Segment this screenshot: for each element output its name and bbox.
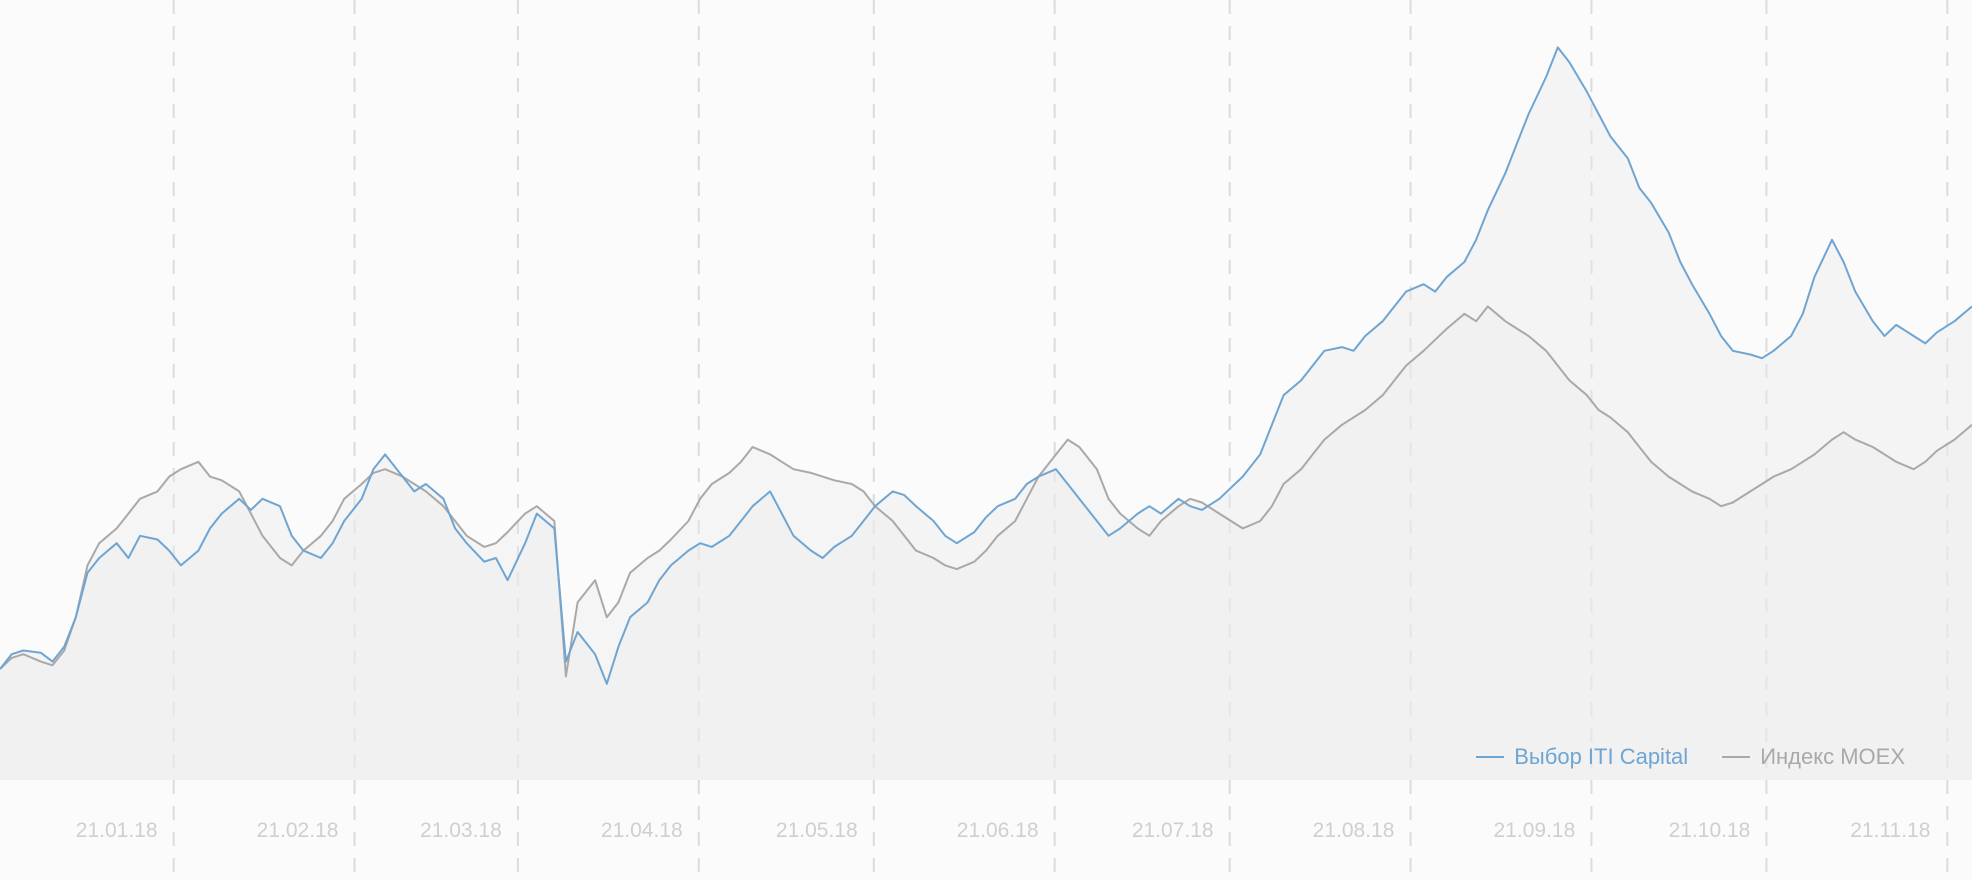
x-tick-label: 21.08.18 — [1313, 819, 1395, 842]
x-tick-label: 21.02.18 — [257, 819, 339, 842]
series-lines — [0, 46, 1972, 685]
x-tick-label: 21.05.18 — [776, 819, 858, 842]
x-tick-label: 21.06.18 — [957, 819, 1039, 842]
legend-label-iti: Выбор ITI Capital — [1514, 744, 1689, 769]
x-tick-label: 21.01.18 — [76, 819, 158, 842]
x-tick-label: 21.09.18 — [1494, 819, 1576, 842]
grid-lines — [172, 0, 1949, 880]
series-line-moex — [0, 305, 1972, 678]
x-tick-label: 21.10.18 — [1669, 819, 1751, 842]
series-line-iti — [0, 46, 1972, 685]
series-area — [0, 306, 1972, 780]
x-tick-label: 21.11.18 — [1850, 819, 1930, 842]
x-axis-ticks: 21.01.18 21.02.18 21.03.18 21.04.18 21.05.18… — [76, 819, 1931, 842]
x-tick-label: 21.03.18 — [420, 819, 502, 842]
x-tick-label: 21.07.18 — [1132, 819, 1214, 842]
series-area — [0, 47, 1972, 780]
legend-item-iti[interactable]: Выбор ITI Capital — [1476, 744, 1688, 770]
legend-swatch-iti — [1476, 756, 1505, 758]
legend-item-moex[interactable]: Индекс MOEX — [1722, 744, 1905, 770]
legend-label-moex: Индекс MOEX — [1760, 744, 1905, 769]
area-fills — [0, 47, 1972, 780]
x-tick-label: 21.04.18 — [601, 819, 683, 842]
legend-swatch-moex — [1722, 756, 1751, 758]
legend: Выбор ITI Capital Индекс MOEX — [1476, 744, 1905, 770]
